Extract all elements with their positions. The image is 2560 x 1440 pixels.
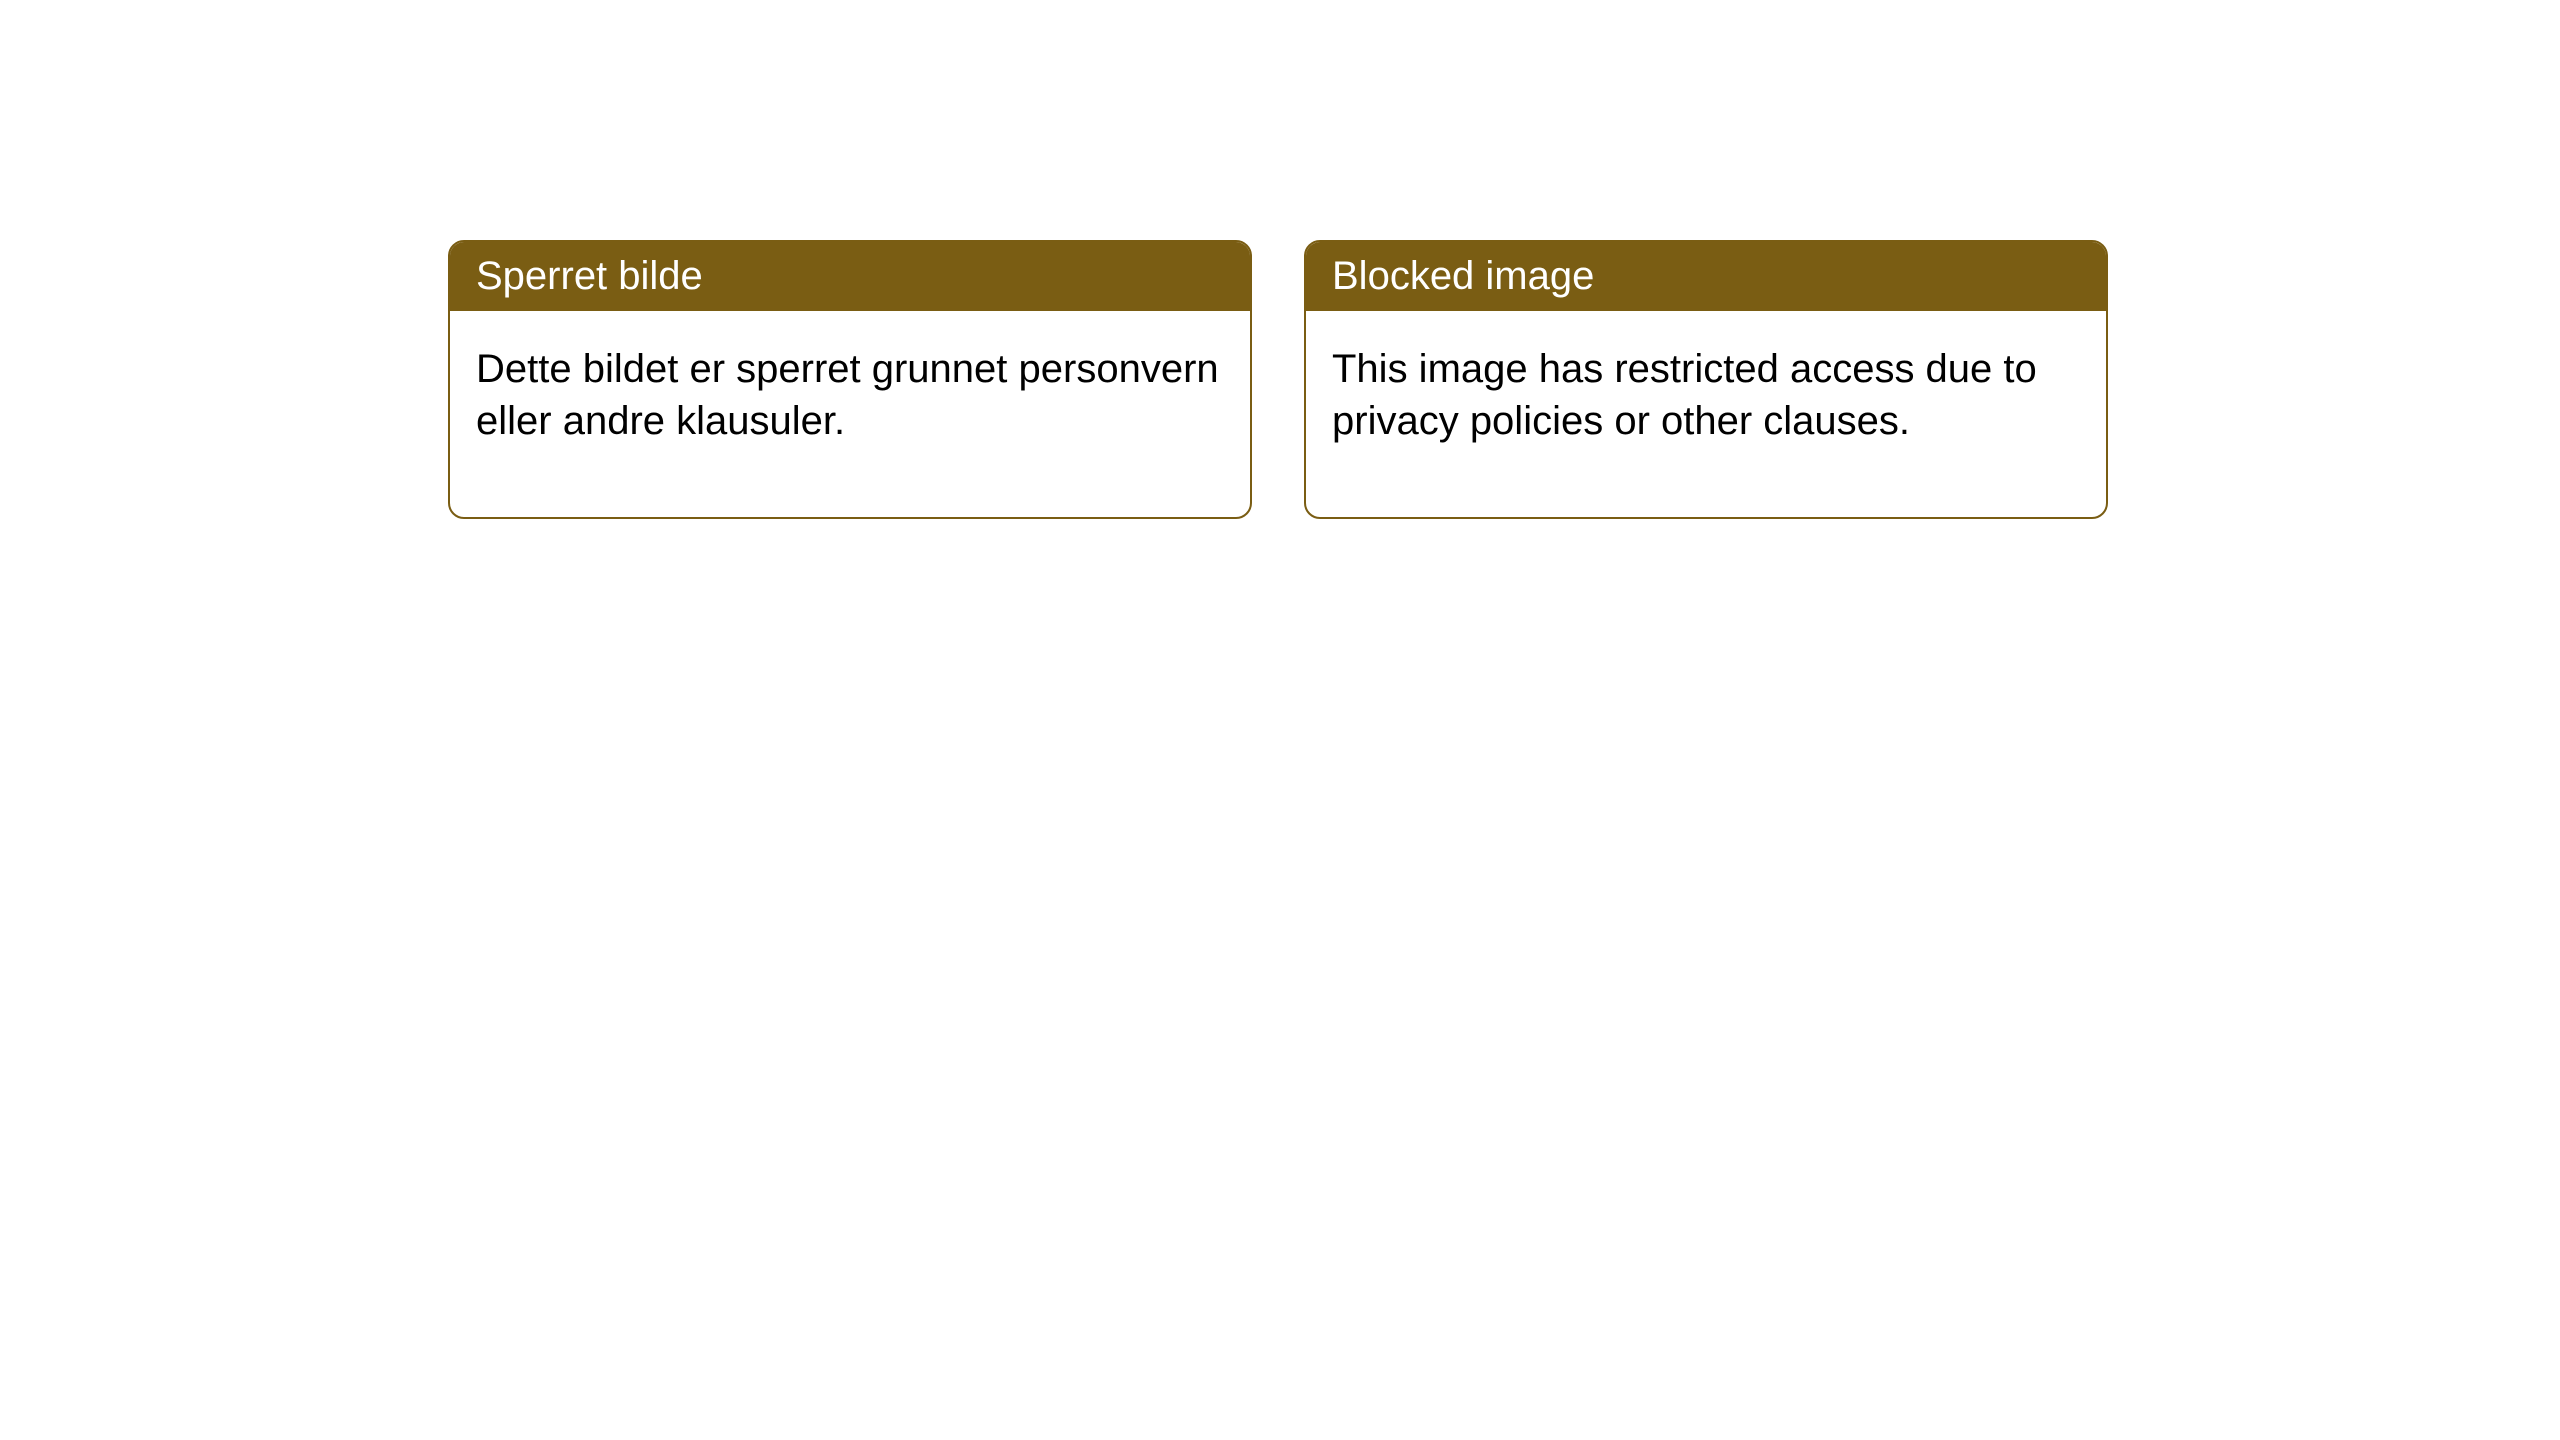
cards-container: Sperret bilde Dette bildet er sperret gr… — [0, 0, 2560, 519]
blocked-image-card-no: Sperret bilde Dette bildet er sperret gr… — [448, 240, 1252, 519]
card-header: Blocked image — [1306, 242, 2106, 311]
card-body: Dette bildet er sperret grunnet personve… — [450, 311, 1250, 517]
blocked-image-card-en: Blocked image This image has restricted … — [1304, 240, 2108, 519]
card-body: This image has restricted access due to … — [1306, 311, 2106, 517]
card-header: Sperret bilde — [450, 242, 1250, 311]
